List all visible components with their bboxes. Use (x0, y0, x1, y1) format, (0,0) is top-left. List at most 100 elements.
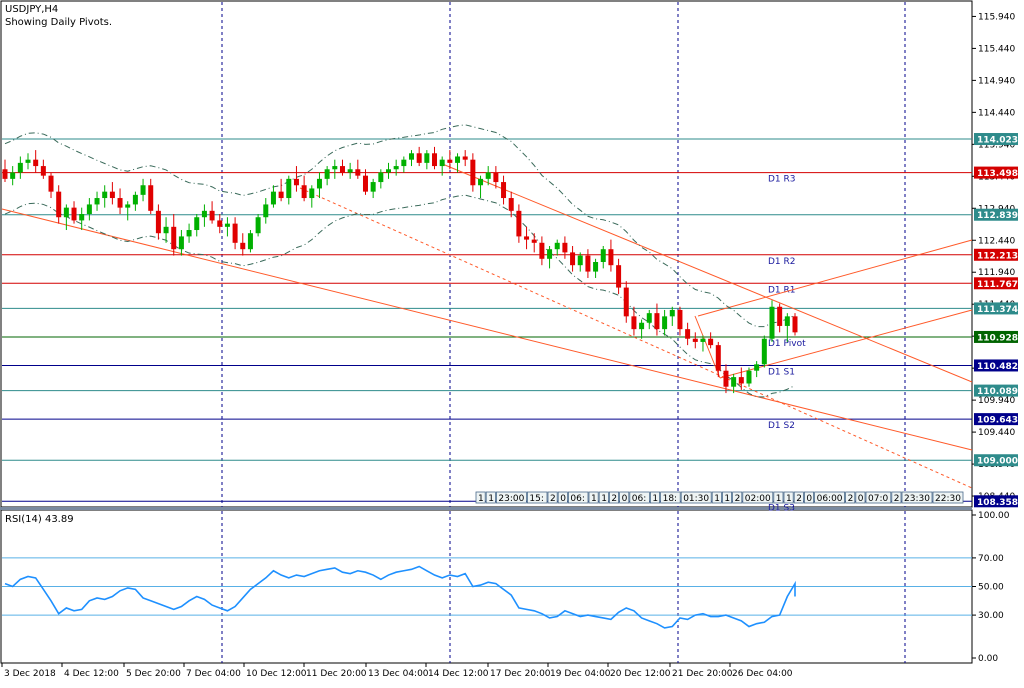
candle-body (738, 377, 744, 384)
rsi-indicator-label: RSI(14) 43.89 (5, 514, 74, 525)
candle-body (48, 175, 54, 192)
candle-body (593, 261, 599, 272)
session-box (855, 491, 866, 504)
price-tag (974, 330, 1018, 343)
candle-body (554, 242, 560, 250)
price-tag (974, 413, 1018, 426)
candle-body (761, 338, 767, 365)
price-axis-label: 109.440 (978, 428, 1015, 438)
session-box-label: 2 (796, 494, 802, 504)
main-chart-frame (0, 0, 973, 508)
candle-body (485, 172, 491, 179)
price-tag (974, 302, 1018, 315)
session-box-label: 1 (724, 494, 730, 504)
candle-body (86, 204, 92, 215)
candle-body (708, 338, 714, 346)
candle-body (777, 306, 783, 326)
session-box-label: 22:30 (935, 494, 961, 504)
rsi-axis-label: 50.00 (978, 583, 1004, 593)
candle-body (639, 322, 645, 330)
pivot-label: D1 S2 (768, 421, 795, 431)
session-box-label: 23:00 (498, 494, 524, 504)
candle-body (140, 185, 146, 195)
session-box (804, 491, 815, 504)
rsi-axis-label: 30.00 (978, 611, 1004, 621)
trend-line (439, 162, 973, 383)
price-tag-text: 108.358 (977, 498, 1018, 508)
session-box (711, 491, 722, 504)
session-box (495, 491, 527, 504)
session-box-label: 1 (776, 494, 782, 504)
time-axis-label: 13 Dec 04:00 (368, 669, 429, 679)
session-box (547, 491, 558, 504)
price-tag-text: 110.928 (977, 333, 1018, 343)
time-axis-label: 21 Dec 20:00 (672, 669, 733, 679)
chart-subtitle: Showing Daily Pivots. (5, 17, 112, 28)
candle-body (201, 210, 207, 218)
candle-body (109, 191, 115, 199)
session-box-label: 0 (858, 494, 864, 504)
candle-body (531, 239, 537, 243)
session-box-label: 2 (894, 494, 900, 504)
chart-symbol-label: USDJPY,H4 (5, 4, 58, 15)
session-box (588, 491, 599, 504)
session-box-label: 01:30 (683, 494, 709, 504)
price-tag (974, 384, 1018, 397)
candle-body (301, 185, 307, 199)
price-tag-text: 109.643 (977, 416, 1018, 426)
price-axis-label: 115.440 (978, 44, 1015, 54)
candle-body (723, 370, 729, 387)
price-axis-label: 112.440 (978, 236, 1015, 246)
trend-line (1, 208, 973, 451)
session-box-label: 18: (663, 494, 677, 504)
candle-body (393, 166, 399, 170)
candle-body (378, 172, 384, 183)
pivot-label: D1 R2 (768, 257, 796, 267)
time-axis-label: 3 Dec 2018 (4, 669, 56, 679)
candle-body (56, 191, 62, 218)
candle-body (71, 207, 77, 221)
price-tag-text: 112.213 (977, 251, 1018, 261)
candle-body (685, 329, 691, 339)
session-box (891, 491, 902, 504)
session-box-label: 02:00 (745, 494, 771, 504)
time-axis-label: 26 Dec 04:00 (732, 669, 793, 679)
candle-body (646, 313, 652, 323)
candle-body (508, 198, 514, 211)
candle-body (746, 370, 752, 384)
candle-body (562, 242, 568, 253)
trend-line (697, 239, 973, 317)
price-tag-text: 109.000 (977, 457, 1018, 467)
candle-body (10, 172, 16, 179)
session-box (650, 491, 661, 504)
candle-body (102, 191, 108, 199)
session-box (901, 491, 933, 504)
candle-body (600, 249, 606, 262)
session-box-label: 15: (529, 494, 543, 504)
candle-body (33, 159, 39, 167)
price-axis-label: 109.940 (978, 396, 1015, 406)
time-axis-label: 17 Dec 20:00 (490, 669, 551, 679)
envelope-band (4, 194, 796, 398)
time-axis-label: 14 Dec 12:00 (428, 669, 489, 679)
candle-body (769, 306, 775, 339)
time-axis-label: 11 Dec 20:00 (306, 669, 367, 679)
session-box-label: 1 (601, 494, 607, 504)
session-box-label: 1 (652, 494, 658, 504)
session-box-label: 1 (786, 494, 792, 504)
candle-body (125, 204, 131, 208)
session-box-label: 1 (488, 494, 494, 504)
price-tag-text: 111.767 (977, 280, 1018, 290)
session-box (527, 491, 548, 504)
candle-body (677, 309, 683, 330)
candle-body (178, 236, 184, 250)
candle-body (79, 214, 85, 221)
candle-body (355, 169, 361, 176)
rsi-axis-label: 0.00 (978, 654, 998, 664)
price-axis-label: 114.940 (978, 76, 1015, 86)
candle-body (362, 175, 368, 192)
candle-body (577, 255, 583, 266)
price-tag-text: 114.023 (977, 136, 1018, 146)
